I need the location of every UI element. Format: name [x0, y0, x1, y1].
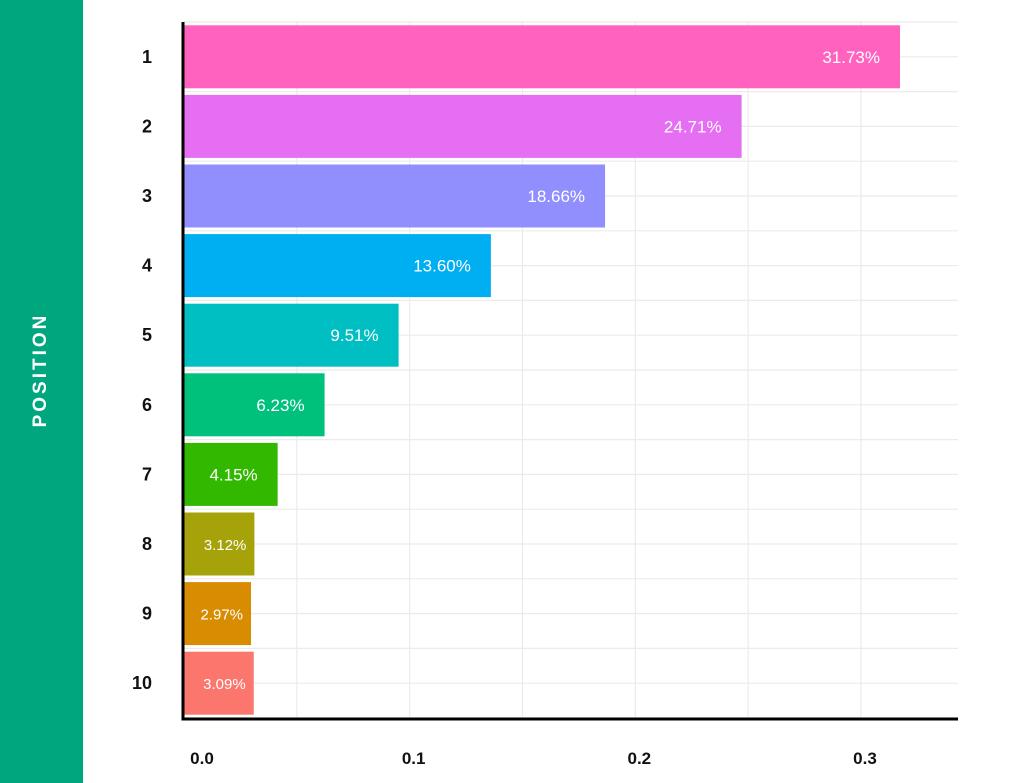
data-label-position-7: 4.15%: [209, 465, 257, 484]
bars: [184, 25, 901, 715]
y-tick-label: 7: [142, 464, 152, 484]
y-tick-label: 4: [142, 256, 152, 276]
data-label-position-9: 2.97%: [200, 607, 243, 624]
x-tick-label: 0.1: [402, 749, 426, 768]
bar-position-10: [184, 651, 254, 715]
y-tick-label: 8: [142, 534, 152, 554]
bar-position-4: [184, 234, 491, 298]
data-label-position-10: 3.09%: [203, 676, 246, 693]
data-label-position-1: 31.73%: [822, 48, 880, 67]
axes: [181, 22, 958, 721]
x-tick-label: 0.2: [627, 749, 651, 768]
data-label-position-2: 24.71%: [664, 117, 722, 136]
bar-position-3: [184, 164, 606, 228]
data-label-position-5: 9.51%: [330, 326, 378, 345]
y-tick-label: 1: [142, 47, 152, 67]
bar-position-7: [184, 442, 278, 506]
data-labels: 31.73% 24.71% 18.66% 13.60% 9.51% 6.23% 4.15% 3…: [200, 48, 880, 693]
x-tick-label: 0.3: [853, 749, 877, 768]
y-tick-label: 9: [142, 604, 152, 624]
y-axis-label-band: POSITION: [0, 0, 83, 783]
bar-position-1: [184, 25, 901, 89]
y-tick-label: 10: [132, 673, 152, 693]
data-label-position-3: 18.66%: [527, 187, 585, 206]
bar-position-5: [184, 303, 399, 367]
bar-position-2: [184, 94, 742, 158]
x-tick-labels: 0.0 0.1 0.2 0.3: [190, 749, 877, 768]
y-tick-label: 3: [142, 186, 152, 206]
bar-position-6: [184, 373, 325, 437]
data-label-position-8: 3.12%: [204, 537, 247, 554]
y-tick-labels: 1 2 3 4 5 6 7 8 9 10: [132, 47, 152, 693]
y-tick-label: 2: [142, 116, 152, 136]
bar-position-8: [184, 512, 255, 576]
data-label-position-6: 6.23%: [256, 396, 304, 415]
data-label-position-4: 13.60%: [413, 257, 471, 276]
x-tick-label: 0.0: [190, 749, 214, 768]
y-tick-label: 6: [142, 395, 152, 415]
bar-position-9: [184, 582, 252, 646]
y-tick-label: 5: [142, 325, 152, 345]
